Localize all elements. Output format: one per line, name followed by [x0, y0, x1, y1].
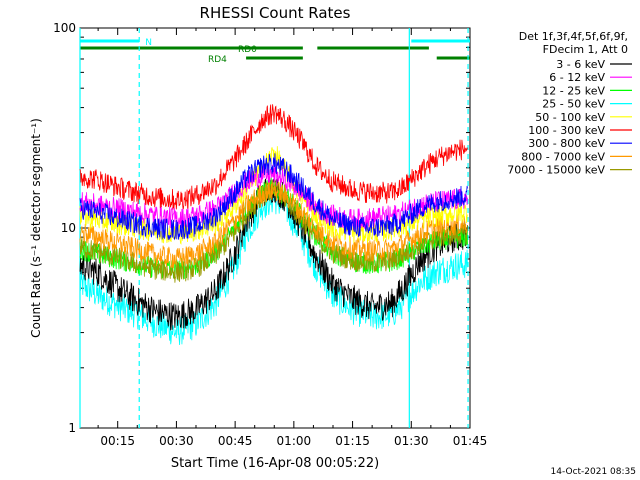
legend-label: 800 - 7000 keV [521, 150, 605, 163]
legend-label: 50 - 100 keV [535, 111, 605, 124]
chart-title: RHESSI Count Rates [200, 4, 351, 22]
series-line-800-7000kev [79, 180, 468, 269]
legend-header-line: FDecim 1, Att 0 [543, 43, 628, 56]
x-tick-label: 01:30 [394, 434, 429, 448]
flag-label-rd4: RD4 [208, 55, 227, 65]
series-line-50-100kev [79, 146, 468, 245]
series-line-300-800kev [79, 153, 468, 241]
legend-label: 6 - 12 keV [549, 71, 605, 84]
timestamp: 14-Oct-2021 08:35 [551, 467, 636, 477]
y-axis-label: Count Rate (s⁻¹ detector segment⁻¹) [29, 118, 43, 338]
y-tick-label: 1 [68, 421, 76, 435]
y-tick-label: 100 [53, 21, 76, 35]
x-tick-label: 00:30 [159, 434, 194, 448]
series-lines [79, 104, 468, 346]
legend-header-line: Det 1f,3f,4f,5f,6f,9f, [519, 30, 628, 43]
x-tick-label: 01:00 [277, 434, 312, 448]
legend-label: 12 - 25 keV [542, 84, 605, 97]
flag-label-n: N [145, 38, 152, 48]
legend: Det 1f,3f,4f,5f,6f,9f,FDecim 1, Att 0 3 -… [507, 30, 632, 177]
legend-label: 7000 - 15000 keV [507, 164, 605, 177]
x-tick-label: 01:45 [453, 434, 488, 448]
series-line-100-300kev [79, 104, 468, 210]
x-tick-label: 01:15 [335, 434, 370, 448]
x-axis-label: Start Time (16-Apr-08 00:05:22) [171, 456, 379, 471]
y-tick-label: 10 [61, 221, 76, 235]
axis-ticks: 00:15 00:30 00:45 01:00 01:15 01:30 01:45 1 10 10… [53, 21, 487, 448]
x-tick-label: 00:15 [100, 434, 135, 448]
legend-label: 100 - 300 keV [528, 124, 605, 137]
legend-label: 25 - 50 keV [542, 98, 605, 111]
x-tick-label: 00:45 [218, 434, 253, 448]
attenuator-flags: N RD0 RD4 [80, 38, 470, 65]
series-line-25-50kev [79, 186, 468, 346]
legend-label: 300 - 800 keV [528, 137, 605, 150]
legend-label: 3 - 6 keV [556, 58, 605, 71]
flag-label-rd0: RD0 [238, 45, 257, 55]
